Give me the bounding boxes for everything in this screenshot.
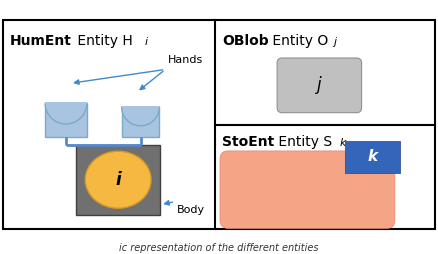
Text: Entity H: Entity H	[73, 34, 133, 48]
Text: i: i	[115, 171, 121, 189]
Text: Hands: Hands	[168, 55, 204, 66]
Text: Body: Body	[177, 204, 205, 215]
Text: j: j	[333, 37, 336, 47]
Text: Entity O: Entity O	[268, 34, 328, 48]
Ellipse shape	[85, 151, 151, 208]
Bar	[345, 141, 400, 173]
Text: k: k	[367, 149, 378, 164]
Text: ic representation of the different entities: ic representation of the different entit…	[119, 243, 319, 253]
Bar	[45, 103, 87, 104]
Text: i: i	[145, 37, 148, 47]
Text: HumEnt: HumEnt	[9, 34, 71, 48]
FancyBboxPatch shape	[277, 58, 362, 113]
Text: OBlob: OBlob	[222, 34, 268, 48]
Text: Entity S: Entity S	[274, 135, 332, 149]
Text: k: k	[339, 138, 346, 148]
Bar	[122, 107, 159, 137]
Text: StoEnt: StoEnt	[222, 135, 274, 149]
Wedge shape	[45, 103, 87, 124]
Bar	[122, 106, 159, 108]
Bar	[45, 103, 87, 137]
Bar	[76, 145, 160, 215]
Wedge shape	[122, 107, 159, 126]
Text: j: j	[317, 76, 321, 94]
FancyBboxPatch shape	[220, 151, 395, 228]
